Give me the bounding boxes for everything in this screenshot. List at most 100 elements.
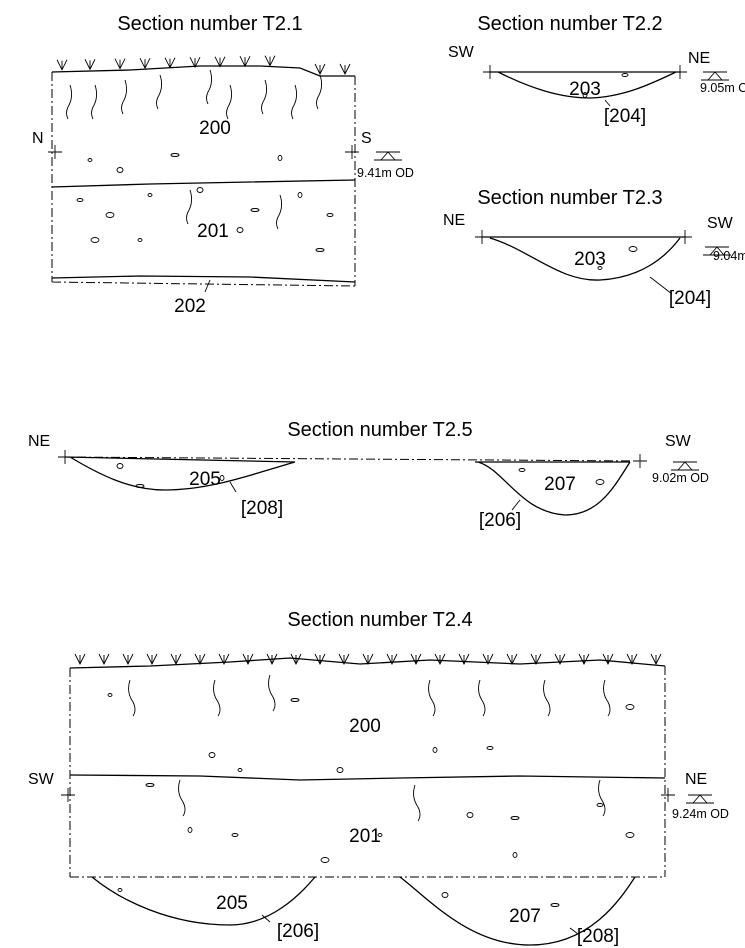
layer-label: 200	[349, 716, 381, 737]
root	[478, 679, 486, 717]
grass	[146, 653, 158, 666]
level-marker	[374, 151, 402, 161]
leader	[261, 914, 271, 923]
grass	[218, 653, 230, 666]
root	[206, 69, 213, 105]
compass-point: SW	[28, 771, 55, 788]
grass	[530, 653, 542, 666]
base-line	[51, 275, 356, 283]
section-line	[59, 456, 641, 462]
section-t2-3: Section number T2.3 203 [204] NE SW 9.04…	[443, 187, 745, 309]
root	[276, 194, 283, 230]
level-label: 9.24m OD	[672, 807, 729, 821]
grass	[650, 653, 662, 666]
stone	[116, 167, 124, 173]
compass-point: SW	[665, 433, 692, 450]
leader	[204, 279, 211, 293]
level-label: 9.02m OD	[652, 471, 709, 485]
root	[413, 784, 421, 822]
stone	[236, 227, 244, 233]
cut-label: [208]	[577, 926, 619, 947]
stone	[135, 484, 145, 488]
grass	[189, 56, 201, 69]
stone	[625, 832, 635, 838]
stone	[208, 752, 216, 758]
layer-label: 205	[189, 469, 221, 490]
stone	[237, 768, 243, 772]
section-t2-4: Section number T2.4 200 201 205 [206] 20…	[28, 609, 729, 947]
stone	[441, 892, 449, 898]
root	[598, 779, 606, 817]
stone	[326, 213, 334, 217]
compass-point: NE	[28, 433, 50, 450]
compass-point: NE	[443, 212, 465, 229]
section-title: Section number T2.5	[287, 419, 472, 441]
grass	[164, 57, 176, 69]
grass	[84, 59, 96, 71]
layer-label: 201	[197, 221, 229, 242]
grass	[554, 653, 566, 666]
stone	[596, 803, 604, 807]
stone	[595, 479, 605, 485]
stone	[377, 833, 383, 837]
root	[268, 674, 276, 712]
grass	[242, 653, 254, 666]
stone	[625, 704, 635, 710]
root	[66, 84, 73, 120]
layer-label: 200	[199, 118, 231, 139]
cut-label: [204]	[604, 106, 646, 127]
grass	[74, 653, 86, 666]
compass-point: SW	[707, 215, 734, 232]
datum-cross	[673, 65, 687, 79]
root	[186, 189, 193, 225]
stone	[512, 852, 518, 858]
stone	[196, 187, 204, 193]
grass	[339, 63, 351, 76]
stone	[76, 198, 84, 202]
stone	[105, 212, 115, 218]
cut-outline	[64, 456, 631, 516]
datum-cross	[345, 145, 359, 159]
stone	[315, 248, 325, 252]
stone	[87, 158, 93, 162]
cut-label: [204]	[669, 288, 711, 309]
section-t2-5: Section number T2.5 205 [208] 207 [206] …	[28, 419, 709, 531]
leader	[511, 499, 521, 511]
layer-label: 205	[216, 893, 248, 914]
stone	[582, 92, 588, 98]
grass	[239, 55, 251, 68]
grass	[114, 58, 126, 70]
root	[91, 84, 98, 120]
layer-label: 202	[174, 296, 206, 317]
root	[603, 679, 611, 717]
section-title: Section number T2.3	[477, 187, 662, 209]
ground-line	[51, 65, 355, 77]
layer-label: 207	[544, 474, 576, 495]
section-border	[51, 72, 356, 287]
grass	[264, 55, 276, 67]
datum-cross	[661, 788, 675, 802]
grass	[386, 653, 398, 666]
cut-outline	[482, 236, 685, 281]
grass	[434, 653, 446, 666]
grass	[314, 653, 326, 666]
datum-cross	[61, 788, 75, 802]
stone	[518, 468, 526, 472]
section-title: Section number T2.1	[117, 13, 302, 35]
stone	[145, 783, 155, 787]
root	[291, 84, 298, 120]
section-title: Section number T2.4	[287, 609, 472, 631]
leader	[229, 481, 237, 493]
grass	[602, 653, 614, 666]
level-marker	[703, 246, 731, 256]
stone	[250, 208, 260, 212]
level-marker	[671, 461, 699, 471]
root	[428, 679, 436, 717]
level-label: 9.04m OD	[713, 249, 745, 263]
grass	[56, 59, 68, 71]
compass-point: SW	[448, 44, 475, 61]
root	[178, 779, 186, 817]
leader	[569, 927, 579, 935]
grass	[194, 653, 206, 666]
leader	[649, 276, 673, 295]
